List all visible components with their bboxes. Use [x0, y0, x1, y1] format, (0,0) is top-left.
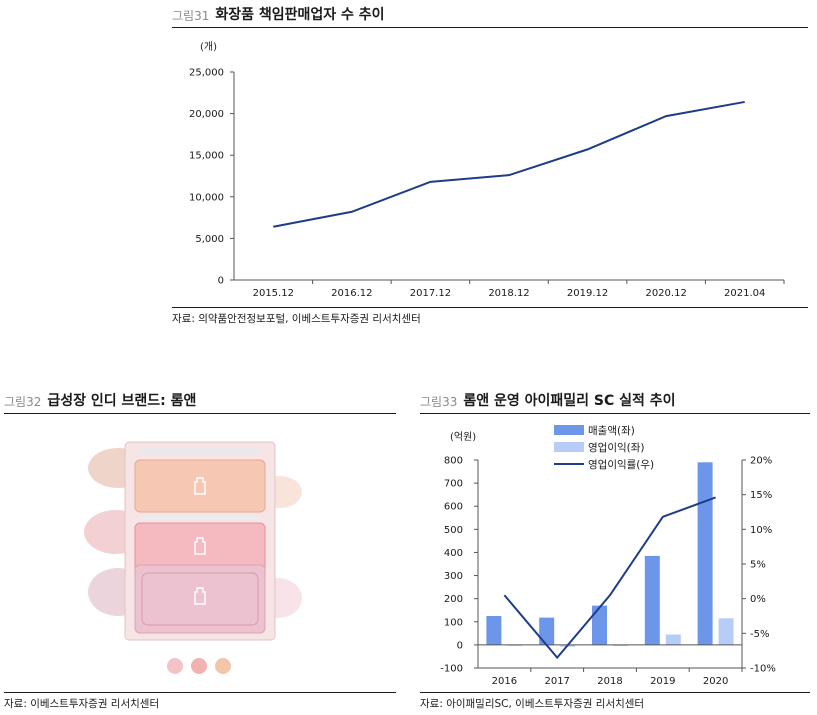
- fig33-bar-operating-profit: [507, 644, 523, 646]
- fig33-x-tick-label: 2016: [492, 676, 517, 687]
- color-swatch-dot: [191, 658, 207, 674]
- fig31-x-tick-label: 2020.12: [645, 288, 686, 299]
- fig31-line-chart: (개) 0 5,000 10,000 15,000 20,000 25,000 2015.…: [189, 41, 785, 299]
- palette-pan-mauve: [134, 564, 266, 634]
- fig33-bar-revenue: [697, 462, 713, 645]
- fig31-source: 자료: 의약품안전정보포털, 이베스트투자증권 리서치센터: [172, 307, 808, 326]
- fig31-x-tick-label: 2021.04: [724, 288, 765, 299]
- fig31-x-tick-label: 2019.12: [567, 288, 608, 299]
- fig31-y-tick-label: 5,000: [195, 234, 224, 245]
- fig33-combo-chart: (억원) 매출액(좌) 영업이익(좌) 영업이익률(우) -100 0 100 200 30…: [440, 425, 776, 687]
- fig32-source: 자료: 이베스트투자증권 리서치센터: [4, 692, 396, 711]
- fig33-x-tick-label: 2018: [597, 676, 622, 687]
- fig33-left-tick-label: 400: [444, 548, 463, 559]
- legend-swatch: [554, 442, 584, 452]
- color-swatch-dot: [215, 658, 231, 674]
- product-image-rom-and-palette: [84, 441, 302, 674]
- fig33-left-unit: (억원): [450, 431, 476, 443]
- fig33-bar-revenue: [644, 555, 660, 645]
- palette-pan-peach: [134, 459, 266, 513]
- fig31-x-tick-label: 2016.12: [331, 288, 372, 299]
- fig31-header: 그림31 화장품 책임판매업자 수 추이: [172, 2, 808, 28]
- legend-label: 영업이익(좌): [588, 441, 645, 454]
- fig33-left-tick-label: 0: [457, 640, 463, 651]
- fig33-left-tick-label: 300: [444, 571, 463, 582]
- legend-swatch: [554, 425, 584, 435]
- fig32-header: 그림32 급성장 인디 브랜드: 롬앤: [4, 388, 396, 414]
- fig33-left-tick-label: 700: [444, 479, 463, 490]
- fig31-y-unit: (개): [200, 41, 217, 53]
- fig33-left-tick-label: 800: [444, 456, 463, 467]
- fig33-bar-operating-profit: [613, 644, 628, 647]
- fig33-x-tick-label: 2020: [703, 676, 728, 687]
- fig32-label: 그림32: [4, 395, 42, 409]
- bottle-logo-icon: [194, 587, 206, 605]
- fig33-margin-line: [503, 496, 716, 660]
- fig33-left-tick-label: 600: [444, 502, 463, 513]
- fig33-left-tick-label: 500: [444, 525, 463, 536]
- fig31-y-tick-label: 15,000: [189, 151, 224, 162]
- fig33-bar-revenue: [486, 616, 502, 645]
- fig33-bar-operating-profit: [718, 618, 734, 645]
- legend-label: 매출액(좌): [588, 425, 635, 437]
- fig33-x-tick-label: 2019: [650, 676, 675, 687]
- color-swatch-dot: [167, 658, 183, 674]
- fig32-title: 급성장 인디 브랜드: 롬앤: [47, 393, 197, 409]
- fig31-series-line: [273, 100, 745, 228]
- fig31-y-tick-label: 20,000: [189, 109, 224, 120]
- fig33-right-tick-label: -10%: [750, 664, 776, 675]
- fig33-right-tick-label: 20%: [750, 456, 772, 467]
- fig33-right-tick-label: 15%: [750, 490, 772, 501]
- fig33-source: 자료: 아이패밀리SC, 이베스트투자증권 리서치센터: [420, 692, 810, 711]
- fig33-right-tick-label: -5%: [750, 629, 769, 640]
- fig33-x-tick-label: 2017: [544, 676, 569, 687]
- fig31-y-tick-label: 0: [218, 276, 224, 287]
- fig31-x-tick-label: 2017.12: [410, 288, 451, 299]
- fig33-right-tick-label: 0%: [750, 594, 766, 605]
- fig31-y-tick-label: 25,000: [189, 68, 224, 79]
- fig31-title: 화장품 책임판매업자 수 추이: [215, 7, 385, 23]
- palette-pan-mauve-inner: [141, 572, 259, 626]
- fig33-left-tick-label: 100: [444, 617, 463, 628]
- fig33-left-tick-label: -100: [440, 664, 463, 675]
- fig33-bar-operating-profit: [665, 634, 681, 645]
- fig33-bar-revenue: [539, 617, 555, 645]
- fig33-bar-revenue: [592, 605, 607, 645]
- bottle-logo-icon: [194, 537, 206, 555]
- fig31-y-tick-label: 10,000: [189, 192, 224, 203]
- fig33-title: 롬앤 운영 아이패밀리 SC 실적 추이: [463, 393, 676, 409]
- bottle-logo-icon: [194, 477, 206, 495]
- legend-label: 영업이익률(우): [588, 458, 654, 471]
- palette-hinge-top: [140, 448, 260, 454]
- fig33-right-tick-label: 5%: [750, 560, 766, 571]
- fig31-label: 그림31: [172, 9, 210, 23]
- fig31-x-tick-label: 2018.12: [488, 288, 529, 299]
- fig33-label: 그림33: [420, 395, 458, 409]
- fig33-right-tick-label: 10%: [750, 525, 772, 536]
- fig33-left-tick-label: 200: [444, 594, 463, 605]
- fig33-header: 그림33 롬앤 운영 아이패밀리 SC 실적 추이: [420, 388, 810, 414]
- fig31-x-tick-label: 2015.12: [253, 288, 294, 299]
- palette-hinge-mid-1: [140, 515, 260, 520]
